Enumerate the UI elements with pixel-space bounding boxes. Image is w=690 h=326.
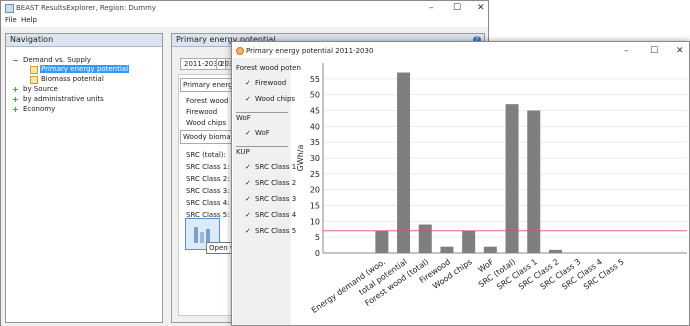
minimize[interactable]: – <box>429 3 434 13</box>
checkbox-label[interactable]: Wood chips <box>255 95 296 103</box>
field-label: SRC Class 3: <box>186 187 230 195</box>
field-label: Wood chips <box>186 119 227 127</box>
tab-page <box>178 74 240 316</box>
node-icon <box>30 66 38 74</box>
tree-item[interactable]: Economy <box>23 105 56 113</box>
separator <box>236 112 288 113</box>
window-title: BEAST ResultsExplorer, Region: Dummy <box>16 4 156 12</box>
group-label: KUP <box>236 148 250 156</box>
y-axis-label: GWh/a <box>296 145 305 172</box>
menu-item[interactable]: File <box>5 16 17 24</box>
bar <box>483 246 497 253</box>
tree-item[interactable]: by Source <box>23 85 58 93</box>
y-tick-label: 25 <box>310 170 320 179</box>
tree-item[interactable]: Biomass potential <box>41 75 104 83</box>
bar <box>527 110 541 253</box>
checkbox[interactable]: ✓ <box>245 195 251 203</box>
minimize[interactable]: – <box>624 46 629 56</box>
field-label: Forest wood pot <box>186 97 243 105</box>
popup-icon <box>236 47 244 55</box>
checkbox-label[interactable]: SRC Class 1 <box>255 163 297 171</box>
y-tick-label: 15 <box>310 202 320 211</box>
field-label: SRC Class 2: <box>186 175 230 183</box>
y-tick-label: 50 <box>310 91 320 100</box>
checkbox-label[interactable]: SRC Class 2 <box>255 179 297 187</box>
checkbox[interactable]: ✓ <box>245 95 251 103</box>
node-icon <box>30 76 38 84</box>
app-icon <box>5 4 14 13</box>
tooltip: Open vi <box>206 242 240 254</box>
y-tick-label: 35 <box>310 138 320 147</box>
y-tick-label: 0 <box>315 249 320 258</box>
series-selector: Forest wood poten ✓ Firewood ✓ Wood chips WoF… <box>233 58 301 325</box>
checkbox[interactable]: ✓ <box>245 129 251 137</box>
group-label: Forest wood poten <box>236 64 301 72</box>
separator <box>236 146 288 147</box>
expander[interactable]: + <box>12 85 19 94</box>
field-label: Firewood <box>186 108 218 116</box>
checkbox-label[interactable]: WoF <box>255 129 270 137</box>
popup-window: Primary energy potential 2011-2030 – ☐ ✕… <box>231 41 690 326</box>
expander[interactable]: + <box>12 105 19 114</box>
tree-item[interactable]: Demand vs. Supply <box>23 56 92 64</box>
checkbox-label[interactable]: SRC Class 4 <box>255 211 297 219</box>
close[interactable]: ✕ <box>477 3 485 13</box>
tree-item[interactable]: Primary energy potential <box>40 65 130 73</box>
bar <box>462 230 476 253</box>
y-tick-label: 10 <box>310 217 320 226</box>
expander[interactable]: − <box>12 56 19 65</box>
checkbox[interactable]: ✓ <box>245 227 251 235</box>
checkbox[interactable]: ✓ <box>245 79 251 87</box>
tab[interactable]: 2011-2030 <box>180 58 227 70</box>
bar <box>505 104 519 253</box>
y-tick-label: 40 <box>310 122 320 131</box>
tree-item[interactable]: by administrative units <box>23 95 104 103</box>
field-label: SRC Class 4: <box>186 199 230 207</box>
checkbox[interactable]: ✓ <box>245 163 251 171</box>
bar <box>397 72 411 253</box>
checkbox-label[interactable]: SRC Class 5 <box>255 227 297 235</box>
y-tick-label: 30 <box>310 154 320 163</box>
y-tick-label: 5 <box>315 233 320 242</box>
bar <box>548 249 562 253</box>
y-tick-label: 20 <box>310 186 320 195</box>
menu-item[interactable]: Help <box>21 16 37 24</box>
y-tick-label: 45 <box>310 107 320 116</box>
close[interactable]: ✕ <box>676 46 684 56</box>
bar <box>418 224 432 253</box>
checkbox[interactable]: ✓ <box>245 179 251 187</box>
y-tick-label: 55 <box>310 75 320 84</box>
field-label: SRC (total): <box>186 151 226 159</box>
field-label: SRC Class 5: <box>186 211 230 219</box>
checkbox-label[interactable]: Firewood <box>255 79 287 87</box>
expander[interactable]: + <box>12 95 19 104</box>
field-label: SRC Class 1: <box>186 163 230 171</box>
panel-header: Navigation <box>6 34 162 47</box>
bar <box>375 230 389 253</box>
navigation-panel: Navigation − Demand vs. Supply Primary ene… <box>5 33 163 323</box>
help-icon[interactable]: ? <box>473 36 481 44</box>
checkbox[interactable]: ✓ <box>245 211 251 219</box>
maximize[interactable]: ☐ <box>453 3 462 13</box>
maximize[interactable]: ☐ <box>650 46 659 56</box>
checkbox-label[interactable]: SRC Class 3 <box>255 195 297 203</box>
bar <box>440 246 454 253</box>
popup-title: Primary energy potential 2011-2030 <box>246 47 374 55</box>
group-label: WoF <box>236 114 251 122</box>
